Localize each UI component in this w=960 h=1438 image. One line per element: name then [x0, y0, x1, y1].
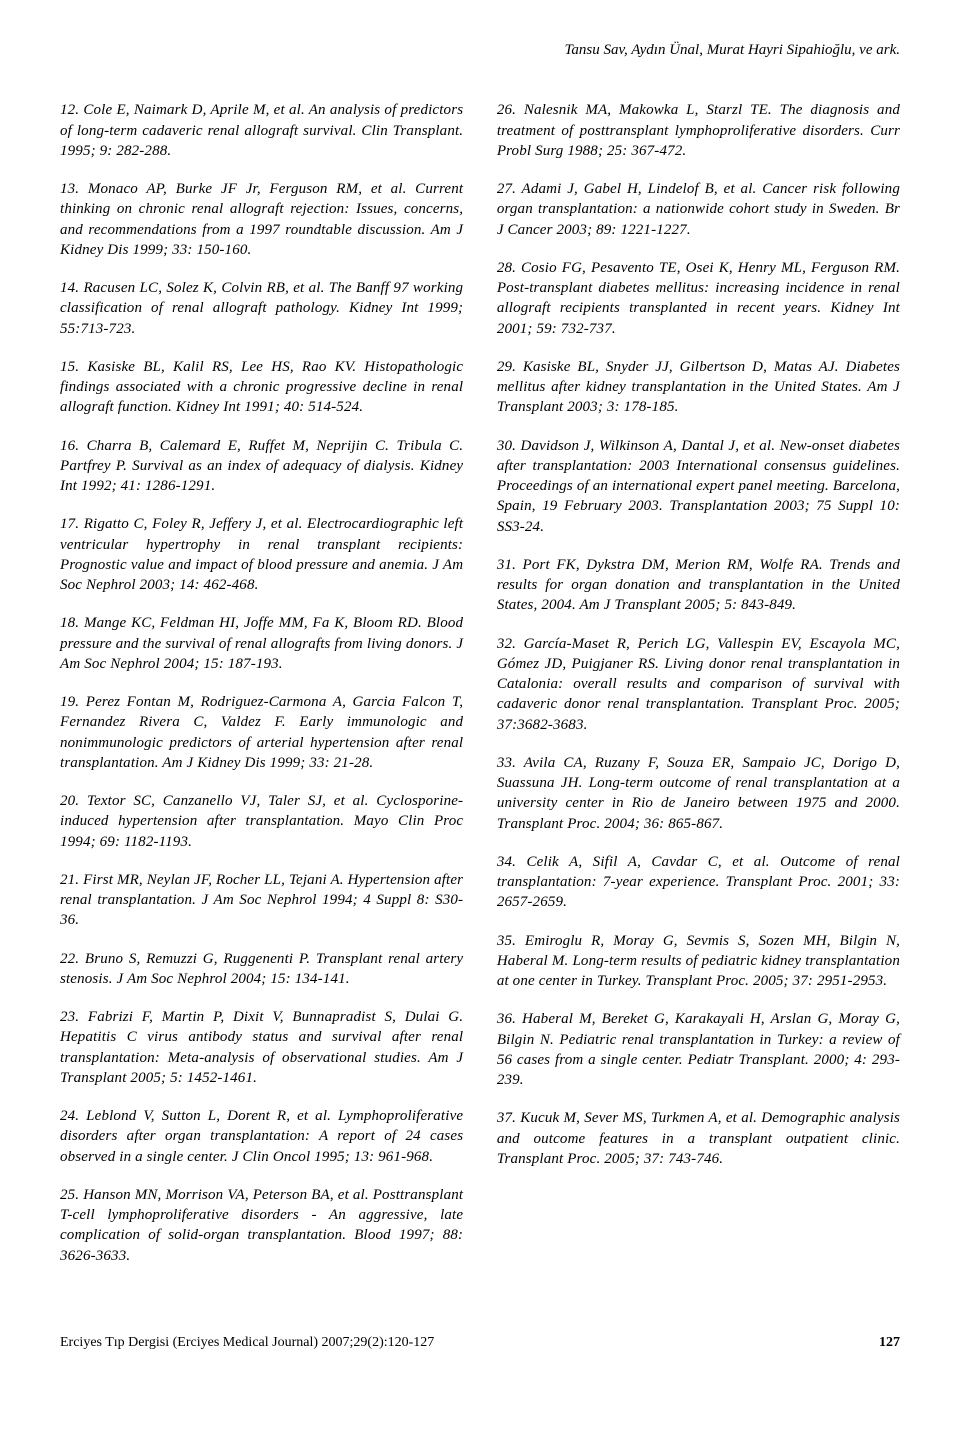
reference-item: 20. Textor SC, Canzanello VJ, Taler SJ, …: [60, 791, 463, 852]
page-footer: Erciyes Tıp Dergisi (Erciyes Medical Jou…: [60, 1334, 900, 1353]
reference-item: 30. Davidson J, Wilkinson A, Dantal J, e…: [497, 436, 900, 537]
header-authors: Tansu Sav, Aydın Ünal, Murat Hayri Sipah…: [60, 40, 900, 60]
reference-item: 32. García-Maset R, Perich LG, Vallespin…: [497, 634, 900, 735]
reference-item: 13. Monaco AP, Burke JF Jr, Ferguson RM,…: [60, 179, 463, 260]
right-column: 26. Nalesnik MA, Makowka L, Starzl TE. T…: [497, 100, 900, 1284]
reference-item: 31. Port FK, Dykstra DM, Merion RM, Wolf…: [497, 555, 900, 616]
references-columns: 12. Cole E, Naimark D, Aprile M, et al. …: [60, 100, 900, 1284]
reference-item: 22. Bruno S, Remuzzi G, Ruggenenti P. Tr…: [60, 949, 463, 990]
left-column: 12. Cole E, Naimark D, Aprile M, et al. …: [60, 100, 463, 1284]
reference-item: 35. Emiroglu R, Moray G, Sevmis S, Sozen…: [497, 931, 900, 992]
reference-item: 27. Adami J, Gabel H, Lindelof B, et al.…: [497, 179, 900, 240]
reference-item: 24. Leblond V, Sutton L, Dorent R, et al…: [60, 1106, 463, 1167]
reference-item: 28. Cosio FG, Pesavento TE, Osei K, Henr…: [497, 258, 900, 339]
reference-item: 33. Avila CA, Ruzany F, Souza ER, Sampai…: [497, 753, 900, 834]
footer-journal: Erciyes Tıp Dergisi (Erciyes Medical Jou…: [60, 1334, 434, 1353]
reference-item: 37. Kucuk M, Sever MS, Turkmen A, et al.…: [497, 1108, 900, 1169]
reference-item: 12. Cole E, Naimark D, Aprile M, et al. …: [60, 100, 463, 161]
reference-item: 21. First MR, Neylan JF, Rocher LL, Teja…: [60, 870, 463, 931]
reference-item: 15. Kasiske BL, Kalil RS, Lee HS, Rao KV…: [60, 357, 463, 418]
reference-item: 23. Fabrizi F, Martin P, Dixit V, Bunnap…: [60, 1007, 463, 1088]
footer-page-number: 127: [879, 1334, 900, 1353]
reference-item: 29. Kasiske BL, Snyder JJ, Gilbertson D,…: [497, 357, 900, 418]
reference-item: 14. Racusen LC, Solez K, Colvin RB, et a…: [60, 278, 463, 339]
reference-item: 17. Rigatto C, Foley R, Jeffery J, et al…: [60, 514, 463, 595]
reference-item: 26. Nalesnik MA, Makowka L, Starzl TE. T…: [497, 100, 900, 161]
reference-item: 16. Charra B, Calemard E, Ruffet M, Nepr…: [60, 436, 463, 497]
reference-item: 18. Mange KC, Feldman HI, Joffe MM, Fa K…: [60, 613, 463, 674]
reference-item: 25. Hanson MN, Morrison VA, Peterson BA,…: [60, 1185, 463, 1266]
reference-item: 34. Celik A, Sifil A, Cavdar C, et al. O…: [497, 852, 900, 913]
reference-item: 19. Perez Fontan M, Rodriguez-Carmona A,…: [60, 692, 463, 773]
reference-item: 36. Haberal M, Bereket G, Karakayali H, …: [497, 1009, 900, 1090]
